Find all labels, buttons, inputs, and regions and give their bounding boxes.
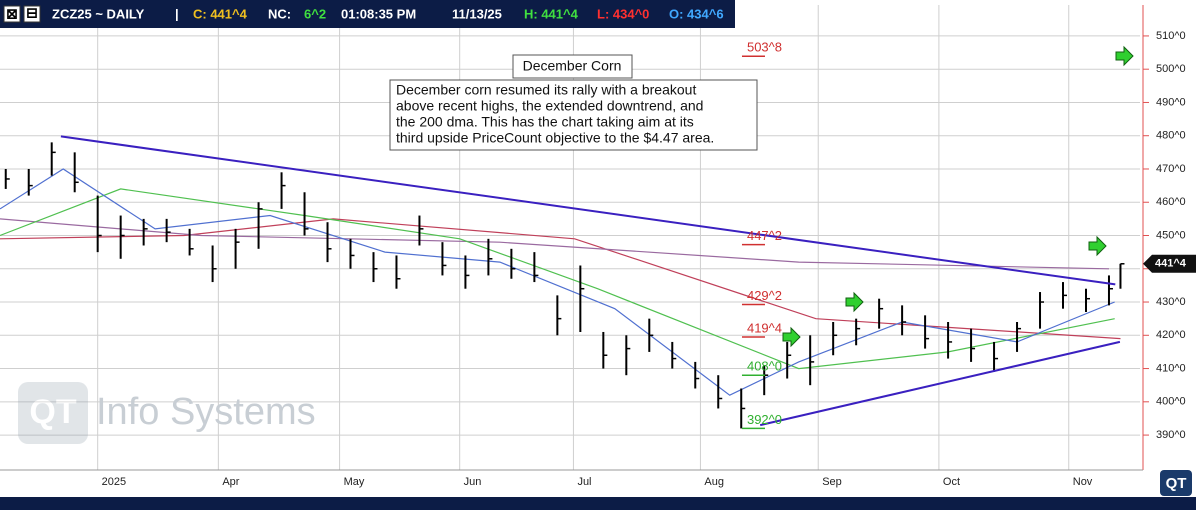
x-tick-label: Jun: [464, 476, 482, 488]
y-tick-label: 490^0: [1156, 96, 1186, 108]
trendline: [60, 135, 1116, 286]
icon-minimize: ⊟: [26, 5, 38, 21]
y-tick-label: 510^0: [1156, 30, 1186, 42]
icon-close: ⊠: [6, 6, 18, 22]
header-item: C: 441^4: [193, 6, 248, 21]
y-tick-label: 500^0: [1156, 63, 1186, 75]
annotation-title-box: [512, 54, 633, 79]
header-item: H: 441^4: [524, 6, 579, 21]
moving-average: [0, 188, 1115, 370]
x-tick-label: Jul: [577, 476, 591, 488]
y-tick-label: 480^0: [1156, 130, 1186, 142]
level-label: 392^0: [747, 412, 782, 427]
logo-box: [18, 382, 88, 444]
y-tick-label: 450^0: [1156, 229, 1186, 241]
level-label: 408^0: [747, 359, 782, 374]
y-tick-label: 390^0: [1156, 429, 1186, 441]
y-tick-label: 410^0: [1156, 362, 1186, 374]
x-tick-label: May: [344, 476, 365, 488]
annotation-line: third upside PriceCount objective to the…: [396, 130, 714, 146]
arrow: [1115, 45, 1134, 67]
footer-logo-text: QT: [1166, 475, 1187, 492]
y-tick-label: 430^0: [1156, 296, 1186, 308]
icon-button[interactable]: [23, 5, 41, 23]
moving-average: [0, 218, 1110, 270]
annotation-line: above recent highs, the extended downtre…: [396, 98, 703, 114]
annotation-box: [389, 79, 758, 151]
arrow: [845, 291, 864, 313]
signal-arrows: [782, 45, 1134, 348]
level-label: 447^2: [747, 228, 782, 243]
annotation-line: the 200 dma. This has the chart taking a…: [396, 114, 694, 130]
moving-average: [0, 218, 1121, 340]
footer-bar: [0, 497, 1196, 510]
y-tick-label: 400^0: [1156, 396, 1186, 408]
logo-text: QT: [29, 393, 76, 431]
x-tick-label: Oct: [943, 476, 960, 488]
header: ZCZ25 ~ DAILY | C: 441^4 NC: 6^2 01:08:35 PM 1…: [52, 6, 724, 21]
x-tick-label: Aug: [704, 476, 724, 488]
level-label: 419^4: [747, 320, 782, 335]
arrow: [1088, 235, 1107, 257]
x-tick-label: Nov: [1073, 476, 1093, 488]
plot: 503^8 447^2 429^2 419^4 408^0 392^0: [0, 40, 1125, 430]
last-price-tag: [1143, 254, 1196, 273]
y-tick-label: 470^0: [1156, 163, 1186, 175]
icon-button[interactable]: [3, 5, 21, 23]
header-item: ZCZ25 ~ DAILY: [52, 6, 145, 21]
header-item: 01:08:35 PM: [341, 6, 416, 21]
trendline: [759, 340, 1121, 427]
header-item: |: [175, 6, 179, 21]
header-item: 6^2: [304, 6, 326, 21]
y-tick-label: 420^0: [1156, 329, 1186, 341]
x-tick-label: Apr: [222, 476, 239, 488]
header-item: 11/13/25: [452, 6, 502, 21]
moving-average: [0, 168, 1115, 396]
x-tick-label: Sep: [822, 476, 842, 488]
footer-logo: [1160, 470, 1192, 496]
y-tick-label: 460^0: [1156, 196, 1186, 208]
header-item: L: 434^0: [597, 6, 649, 21]
level-label: 429^2: [747, 288, 782, 303]
header-bar: [0, 0, 735, 28]
watermark-logo: QT: [18, 382, 88, 444]
annotation-line: December corn resumed its rally with a b…: [396, 82, 696, 98]
annotation-title: December Corn: [523, 58, 622, 74]
header-item: O: 434^6: [669, 6, 724, 21]
level-label: 503^8: [747, 40, 782, 55]
watermark: Info Systems: [96, 391, 316, 433]
arrow: [782, 326, 801, 348]
header-item: NC:: [268, 6, 291, 21]
last-price-label: 441^4: [1155, 258, 1187, 270]
x-tick-label: 2025: [102, 476, 126, 488]
